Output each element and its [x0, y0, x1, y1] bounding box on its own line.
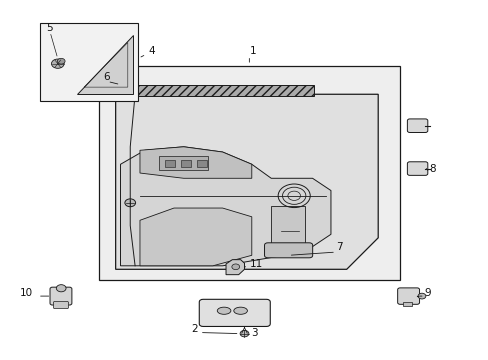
Circle shape	[51, 59, 64, 68]
Text: 11: 11	[249, 259, 262, 269]
Text: 1: 1	[249, 46, 255, 55]
Bar	[181, 159, 191, 167]
Polygon shape	[271, 206, 304, 248]
FancyBboxPatch shape	[264, 243, 312, 258]
Circle shape	[231, 264, 239, 270]
Bar	[159, 156, 207, 170]
Polygon shape	[140, 147, 251, 178]
Circle shape	[124, 199, 135, 207]
FancyBboxPatch shape	[50, 287, 72, 305]
Bar	[197, 159, 206, 167]
Text: 3: 3	[251, 328, 257, 338]
Bar	[118, 85, 313, 96]
Text: 6: 6	[103, 72, 110, 82]
Text: 10: 10	[20, 288, 33, 298]
Bar	[40, 23, 137, 102]
FancyBboxPatch shape	[199, 299, 270, 327]
Ellipse shape	[233, 307, 247, 314]
Text: 7: 7	[335, 242, 342, 252]
Bar	[402, 302, 411, 306]
Polygon shape	[77, 35, 132, 94]
Polygon shape	[120, 147, 330, 266]
Circle shape	[56, 285, 66, 292]
FancyBboxPatch shape	[53, 301, 68, 309]
Bar	[165, 159, 175, 167]
Bar	[99, 66, 399, 280]
Polygon shape	[225, 260, 244, 275]
Polygon shape	[140, 208, 251, 266]
FancyBboxPatch shape	[407, 162, 427, 175]
Text: 9: 9	[424, 288, 430, 298]
Text: 5: 5	[46, 23, 53, 33]
Text: 4: 4	[148, 46, 155, 56]
FancyBboxPatch shape	[397, 288, 419, 304]
Circle shape	[57, 58, 65, 64]
Circle shape	[240, 330, 248, 337]
Text: 8: 8	[428, 164, 435, 174]
FancyBboxPatch shape	[407, 119, 427, 132]
Text: 2: 2	[191, 324, 197, 334]
Polygon shape	[116, 94, 377, 269]
Ellipse shape	[217, 307, 230, 314]
Circle shape	[417, 293, 425, 299]
